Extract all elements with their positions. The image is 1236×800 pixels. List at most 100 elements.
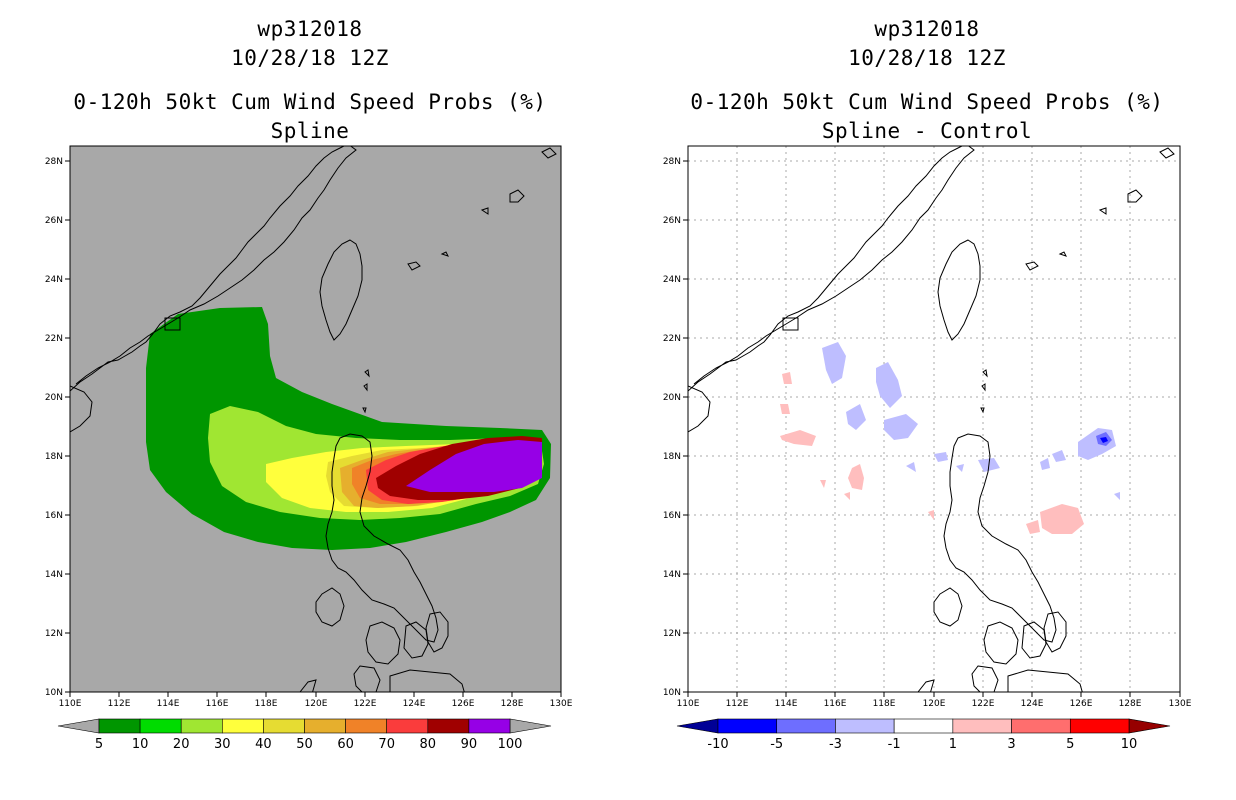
colorbar-label: 60	[337, 737, 354, 752]
x-tick-label: 122E	[354, 699, 377, 709]
right-map-panel	[687, 145, 1181, 693]
colorbar-swatch	[180, 718, 223, 734]
colorbar-label: 70	[378, 737, 395, 752]
y-tick-label: 28N	[45, 157, 63, 167]
product-title: 0-120h 50kt Cum Wind Speed Probs (%)	[690, 90, 1164, 114]
colorbar-label: 100	[498, 737, 523, 752]
colorbar-swatch	[1011, 718, 1071, 734]
y-tick-label: 16N	[663, 511, 681, 521]
colorbar-label: 5	[1066, 737, 1074, 752]
y-tick-label: 28N	[663, 157, 681, 167]
colorbar-swatch	[717, 718, 778, 734]
colorbar-swatch	[468, 718, 511, 734]
right-x-tick-labels: 110E 112E 114E 116E 118E 120E 122E 124E …	[677, 699, 1192, 709]
colorbar-label: -10	[707, 737, 728, 752]
x-tick-label: 130E	[1169, 699, 1192, 709]
left-x-tick-labels: 110E 112E 114E 116E 118E 120E 122E 124E …	[59, 699, 573, 709]
x-tick-label: 118E	[873, 699, 896, 709]
storm-id-title: wp312018	[874, 17, 980, 41]
colorbar-swatch	[263, 718, 305, 734]
y-tick-label: 10N	[45, 688, 63, 698]
colorbar-swatch	[835, 718, 895, 734]
x-tick-label: 112E	[108, 699, 131, 709]
storm-id-title: wp312018	[257, 17, 363, 41]
colorbar-label: 1	[949, 737, 957, 752]
y-tick-label: 20N	[45, 393, 63, 403]
colorbar-swatch	[304, 718, 346, 734]
x-tick-label: 130E	[550, 699, 573, 709]
x-tick-label: 118E	[255, 699, 278, 709]
colorbar-over-triangle	[1128, 718, 1171, 734]
x-tick-label: 110E	[677, 699, 700, 709]
left-map-panel	[69, 145, 562, 693]
x-tick-label: 120E	[923, 699, 946, 709]
subtitle: Spline	[270, 119, 350, 143]
y-tick-label: 16N	[45, 511, 63, 521]
colorbar-label: 40	[255, 737, 272, 752]
x-tick-label: 114E	[775, 699, 798, 709]
y-tick-label: 18N	[663, 452, 681, 462]
colorbar-swatch	[776, 718, 836, 734]
colorbar-swatch	[98, 718, 141, 734]
x-tick-label: 126E	[452, 699, 475, 709]
y-tick-label: 20N	[663, 393, 681, 403]
difference-contours	[780, 342, 1120, 534]
right-axis-ticks	[683, 160, 1181, 697]
x-tick-label: 116E	[206, 699, 229, 709]
colorbar-label: 20	[173, 737, 190, 752]
colorbar-swatch	[952, 718, 1012, 734]
y-tick-label: 18N	[45, 452, 63, 462]
datetime-title: 10/28/18 12Z	[848, 46, 1006, 70]
y-tick-label: 14N	[45, 570, 63, 580]
left-y-tick-labels: 10N 12N 14N 16N 18N 20N 22N 24N 26N 28N	[45, 157, 63, 698]
right-colorbar: -10 -5 -3 -1 1 3 5 10	[676, 718, 1171, 752]
x-tick-label: 122E	[972, 699, 995, 709]
x-tick-label: 128E	[501, 699, 524, 709]
y-tick-label: 26N	[45, 216, 63, 226]
colorbar-under-triangle	[57, 718, 100, 734]
colorbar-label: -1	[888, 737, 901, 752]
y-tick-label: 12N	[45, 629, 63, 639]
y-tick-label: 14N	[663, 570, 681, 580]
x-tick-label: 120E	[305, 699, 328, 709]
x-tick-label: 124E	[403, 699, 426, 709]
x-tick-label: 124E	[1021, 699, 1044, 709]
colorbar-swatch	[139, 718, 182, 734]
y-tick-label: 26N	[663, 216, 681, 226]
colorbar-swatch	[427, 718, 470, 734]
colorbar-label: 10	[1121, 737, 1138, 752]
colorbar-swatch	[386, 718, 429, 734]
x-tick-label: 112E	[726, 699, 749, 709]
left-colorbar: 5 10 20 30 40 50 60 70 80 90 100	[57, 718, 552, 752]
probability-contours	[146, 307, 551, 550]
colorbar-label: -5	[770, 737, 783, 752]
colorbar-swatch	[1069, 718, 1130, 734]
colorbar-label: 10	[132, 737, 149, 752]
y-tick-label: 22N	[45, 334, 63, 344]
x-tick-label: 126E	[1070, 699, 1093, 709]
y-tick-label: 24N	[45, 275, 63, 285]
y-tick-label: 10N	[663, 688, 681, 698]
colorbar-swatch	[345, 718, 388, 734]
colorbar-swatch	[222, 718, 264, 734]
colorbar-over-triangle	[509, 718, 552, 734]
x-tick-label: 128E	[1119, 699, 1142, 709]
x-tick-label: 116E	[824, 699, 847, 709]
colorbar-swatch	[893, 718, 954, 734]
colorbar-under-triangle	[676, 718, 719, 734]
y-tick-label: 22N	[663, 334, 681, 344]
colorbar-label: 5	[95, 737, 103, 752]
colorbar-label: 90	[461, 737, 478, 752]
colorbar-label: 30	[214, 737, 231, 752]
colorbar-label: 80	[420, 737, 437, 752]
y-tick-label: 12N	[663, 629, 681, 639]
product-title: 0-120h 50kt Cum Wind Speed Probs (%)	[73, 90, 547, 114]
subtitle: Spline - Control	[821, 119, 1033, 143]
colorbar-label: 50	[296, 737, 313, 752]
left-axis-ticks	[65, 160, 562, 697]
colorbar-label: -3	[829, 737, 842, 752]
right-y-tick-labels: 10N 12N 14N 16N 18N 20N 22N 24N 26N 28N	[663, 157, 681, 698]
y-tick-label: 24N	[663, 275, 681, 285]
x-tick-label: 114E	[157, 699, 180, 709]
